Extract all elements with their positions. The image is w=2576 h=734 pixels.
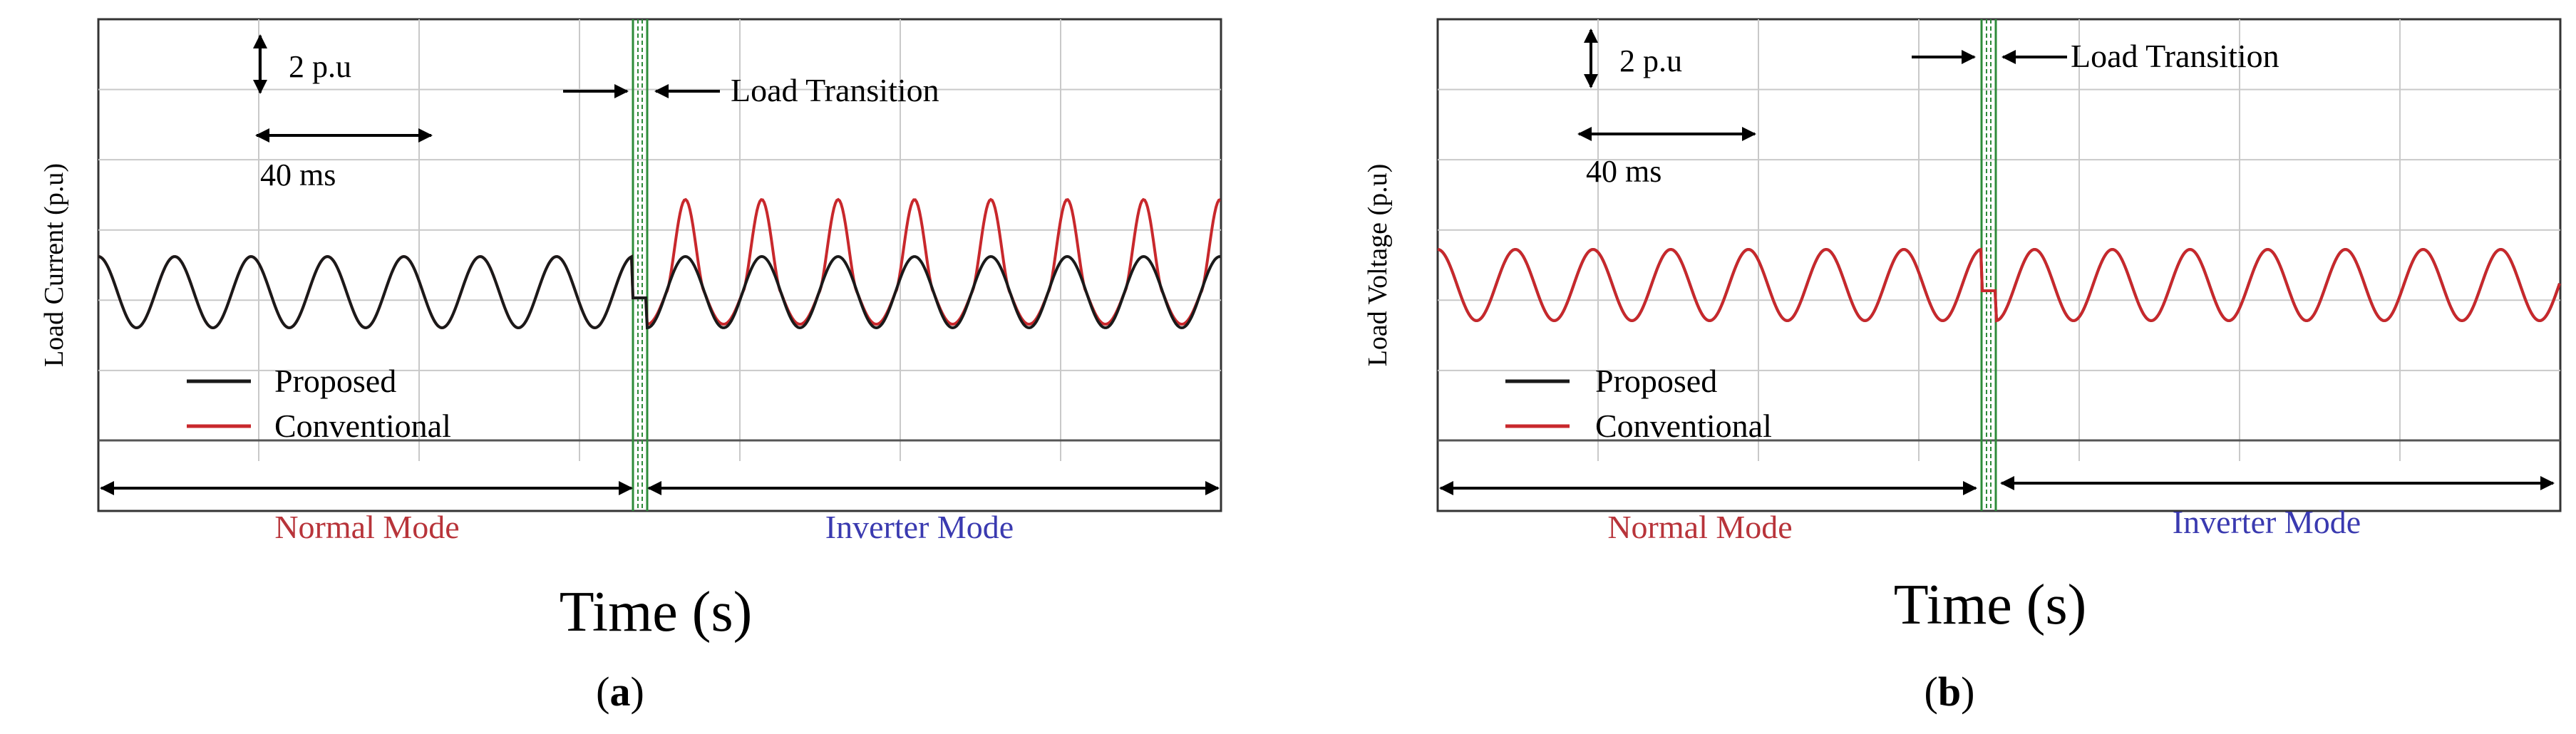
x-axis-label: Time (s) — [560, 581, 752, 643]
waveforms — [98, 197, 1221, 330]
transition-label: Load Transition — [731, 72, 939, 108]
panel-b: 2 p.u 40 ms Load Transition Proposed Con… — [1363, 18, 2562, 715]
y-axis-label: Load Current (p.u) — [39, 163, 69, 367]
panel-a: 2 p.u 40 ms Load Transition Proposed Con… — [39, 18, 1222, 715]
plot-frame — [97, 18, 1222, 512]
inverter-mode-label: Inverter Mode — [825, 509, 1014, 545]
legend-proposed-label: Proposed — [1595, 363, 1717, 399]
caption-b: (b) — [1925, 668, 1975, 715]
caption-a: (a) — [596, 668, 644, 715]
legend-conventional-label: Conventional — [274, 408, 451, 444]
normal-mode-label: Normal Mode — [1607, 509, 1792, 545]
svg-text:(b): (b) — [1925, 668, 1975, 715]
y-axis-label: Load Voltage (p.u) — [1363, 164, 1393, 367]
legend-conventional-label: Conventional — [1595, 408, 1772, 444]
caption-letter: a — [610, 668, 631, 715]
normal-mode-label: Normal Mode — [274, 509, 459, 545]
time-scale-label: 40 ms — [1586, 154, 1661, 189]
waveforms — [1437, 247, 2561, 323]
plot-frame — [1436, 18, 2562, 512]
proposed-line — [98, 254, 1221, 330]
conventional-line — [1437, 247, 2561, 323]
legend: Proposed Conventional — [187, 363, 451, 444]
legend: Proposed Conventional — [1505, 363, 1772, 444]
transition-label: Load Transition — [2071, 38, 2279, 74]
x-axis-label: Time (s) — [1894, 574, 2086, 636]
inverter-mode-label: Inverter Mode — [2173, 504, 2361, 540]
transition-marker — [1980, 19, 1997, 511]
voltage-scale-label: 2 p.u — [1619, 43, 1682, 78]
svg-text:(a): (a) — [596, 668, 644, 715]
caption-letter: b — [1938, 668, 1961, 715]
legend-proposed-label: Proposed — [274, 363, 396, 399]
grid — [98, 19, 1221, 461]
voltage-scale-label: 2 p.u — [289, 49, 351, 84]
time-scale-label: 40 ms — [260, 157, 336, 192]
